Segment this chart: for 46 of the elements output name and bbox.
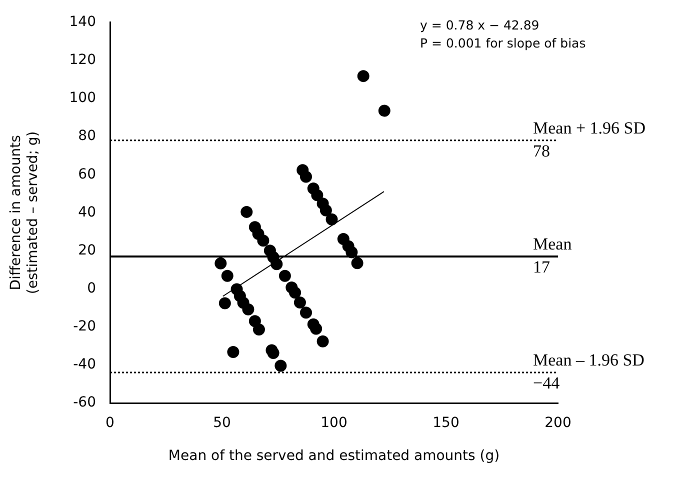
y-tick-label: 0 <box>87 280 96 296</box>
y-tick-label: -20 <box>73 318 96 335</box>
annotation: P = 0.001 for slope of bias <box>420 36 586 50</box>
ref-line-label: Mean 17 <box>533 234 572 276</box>
point <box>240 206 253 218</box>
annotation: y = 0.78 x − 42.89 <box>420 18 540 32</box>
point <box>320 204 332 216</box>
point <box>351 257 364 270</box>
y-tick-label: -60 <box>73 394 96 411</box>
x-tick-label: 150 <box>432 415 460 432</box>
point <box>294 296 306 309</box>
y-tick-label: 60 <box>78 166 96 182</box>
y-tick-label: 100 <box>69 90 96 106</box>
point <box>214 257 227 270</box>
x-tick-label: 50 <box>213 415 231 432</box>
y-tick-label: 40 <box>78 204 96 220</box>
point <box>227 346 240 358</box>
point <box>300 306 312 319</box>
point <box>378 104 390 117</box>
point <box>252 324 265 336</box>
point <box>274 360 287 372</box>
y-tick-label: 140 <box>69 14 96 30</box>
point <box>357 70 370 82</box>
point <box>310 322 322 335</box>
point <box>289 286 302 299</box>
x-tick-label: 200 <box>544 415 572 432</box>
point <box>316 335 329 348</box>
point <box>221 270 234 282</box>
ref-line-label: Mean + 1.96 SD 78 <box>533 118 646 160</box>
ref-line-label: Mean – 1.96 SD −44 <box>533 350 644 393</box>
x-tick-label: 0 <box>106 415 114 432</box>
point <box>300 170 312 183</box>
point <box>311 189 324 202</box>
y-axis-title: Difference in amounts (estimated – served; g) <box>8 131 41 294</box>
x-axis-title: Mean of the served and estimated amounts (g) <box>168 448 500 464</box>
y-tick-label: -40 <box>73 356 96 373</box>
point <box>270 258 283 270</box>
x-tick-label: 100 <box>320 415 348 432</box>
point <box>257 234 270 247</box>
point <box>242 303 254 316</box>
y-tick-label: 20 <box>78 242 96 258</box>
point <box>278 270 291 282</box>
point <box>326 213 338 226</box>
y-tick-label: 80 <box>78 128 96 144</box>
point <box>218 297 231 310</box>
y-tick-label: 120 <box>69 52 96 68</box>
